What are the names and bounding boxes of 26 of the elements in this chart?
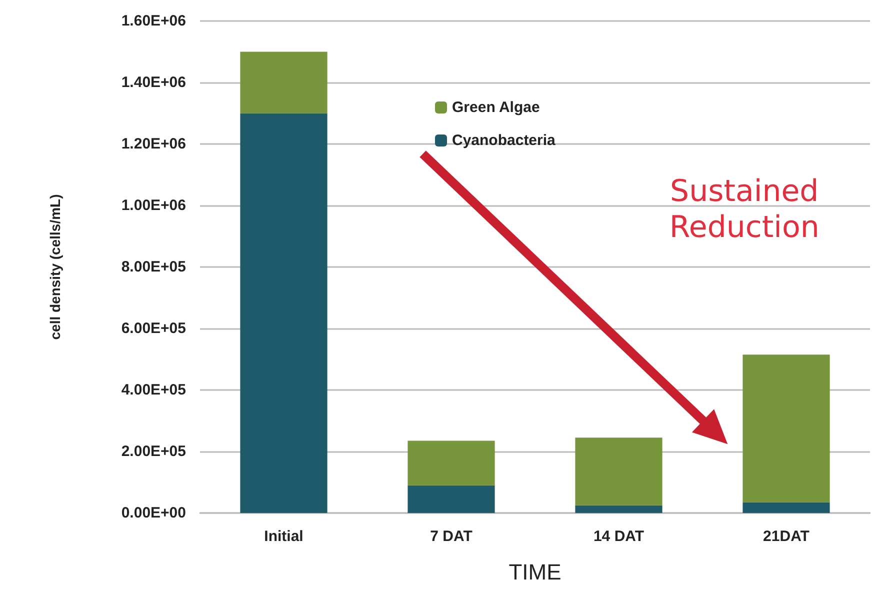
bar [408, 485, 495, 513]
y-tick-label: 1.40E+06 [121, 74, 186, 91]
y-tick-label: 4.00E+05 [121, 382, 186, 398]
bar [408, 440, 495, 486]
bar [240, 52, 328, 114]
annotation: Sustained Reduction [668, 174, 820, 246]
bar [575, 438, 662, 506]
x-tick-label: 14 DAT [593, 528, 644, 545]
legend-label: Cyanobacteria [452, 132, 556, 149]
x-tick-label: 21DAT [763, 528, 810, 545]
bar [240, 113, 328, 513]
y-tick-label: 0.00E+00 [121, 504, 186, 522]
bar [742, 354, 830, 502]
y-tick-label: 1.20E+06 [121, 136, 186, 152]
y-tick-label: 2.00E+05 [121, 443, 186, 460]
y-axis-title: cell density (cells/mL) [47, 194, 63, 340]
x-tick-label: 7 DAT [430, 528, 472, 545]
y-tick-label: 1.60E+06 [121, 12, 186, 30]
bar [575, 505, 662, 513]
x-axis-title: TIME [508, 560, 562, 584]
x-tick-label: Initial [264, 528, 304, 545]
y-tick-label: 6.00E+05 [121, 320, 186, 337]
legend-label: Green Algae [452, 99, 540, 116]
bar [742, 502, 830, 513]
y-tick-label: 1.00E+06 [121, 197, 186, 214]
y-tick-label: 8.00E+05 [121, 258, 186, 276]
